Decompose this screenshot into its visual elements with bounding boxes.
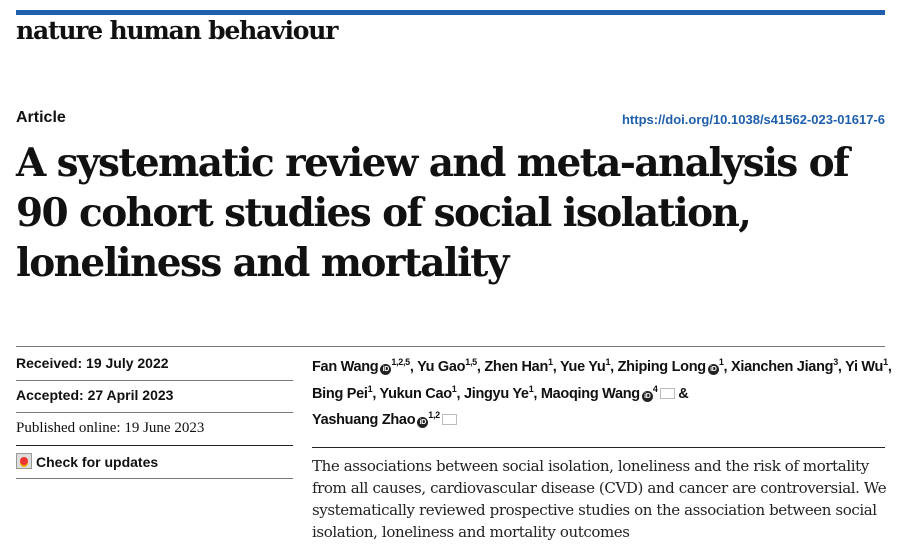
affiliation-number: 1 xyxy=(367,383,373,394)
journal-logo: nature human behaviour xyxy=(16,16,338,45)
affiliation-number: 1 xyxy=(883,357,888,367)
affiliation-number: 1,5 xyxy=(465,357,477,367)
author-name: Yukun Cao xyxy=(379,385,453,402)
affiliation-number: 1,2,5 xyxy=(391,357,410,367)
author-name: Yi Wu xyxy=(845,358,884,375)
affiliation-number: 1 xyxy=(528,383,534,394)
affiliation-number: 1 xyxy=(718,357,724,367)
orcid-icon[interactable]: iD xyxy=(380,363,392,375)
author-name: Yashuang Zhao xyxy=(312,412,416,429)
author-name: Xianchen Jiang xyxy=(731,358,834,375)
author-name: Yue Yu xyxy=(559,358,606,375)
author[interactable]: Fan Wang iD1,2,5 xyxy=(312,357,410,375)
author-list: Fan Wang iD1,2,5, Yu Gao1,5, Zhen Han1, Y… xyxy=(312,357,892,429)
author[interactable]: Zhiping Long iD1 xyxy=(617,357,724,375)
affiliation-number: 1 xyxy=(451,383,457,394)
author-name: Jingyu Ye xyxy=(463,385,529,402)
orcid-icon[interactable]: iD xyxy=(641,390,653,402)
divider xyxy=(16,445,293,446)
author[interactable]: Yi Wu1 xyxy=(845,357,888,375)
check-for-updates-button[interactable]: Check for updates xyxy=(16,453,158,470)
abstract: The associations between social isolatio… xyxy=(312,457,887,541)
author[interactable]: Jingyu Ye1 xyxy=(463,383,534,402)
author[interactable]: Yue Yu1 xyxy=(559,357,611,375)
author-name: Bing Pei xyxy=(312,385,368,402)
orcid-icon[interactable]: iD xyxy=(707,363,719,375)
author[interactable]: Yukun Cao1 xyxy=(379,383,457,402)
affiliation-number: 1 xyxy=(605,357,611,367)
doi-link[interactable]: https://doi.org/10.1038/s41562-023-01617… xyxy=(621,112,885,127)
check-updates-icon xyxy=(16,453,32,469)
affiliation-number: 1 xyxy=(548,357,553,367)
divider xyxy=(16,346,885,347)
author-name: Fan Wang xyxy=(312,358,379,375)
author-name: Zhiping Long xyxy=(617,358,707,375)
author[interactable]: Yu Gao1,5 xyxy=(417,357,477,375)
orcid-icon[interactable]: iD xyxy=(417,417,429,429)
author[interactable]: Maoqing Wang iD4 xyxy=(540,383,675,402)
author[interactable]: Bing Pei1 xyxy=(312,383,373,402)
affiliation-number: 3 xyxy=(833,357,838,367)
author-name: Yu Gao xyxy=(417,358,466,375)
author[interactable]: Xianchen Jiang3 xyxy=(731,357,838,375)
journal-top-bar xyxy=(16,10,885,15)
divider xyxy=(16,380,293,381)
accepted-date: Accepted: 27 April 2023 xyxy=(16,387,174,403)
published-date: Published online: 19 June 2023 xyxy=(16,420,205,436)
author-name: Maoqing Wang xyxy=(540,385,640,402)
mail-icon[interactable] xyxy=(441,414,457,426)
article-title: A systematic review and meta-analysis of… xyxy=(16,140,850,286)
check-updates-label: Check for updates xyxy=(36,454,159,470)
article-type: Article xyxy=(16,109,66,126)
author[interactable]: Zhen Han1 xyxy=(484,357,553,375)
received-date: Received: 19 July 2022 xyxy=(16,355,169,371)
affiliation-number: 4 xyxy=(652,383,658,394)
affiliation-number: 1,2 xyxy=(428,410,440,421)
author[interactable]: Yashuang Zhao iD1,2 xyxy=(312,410,457,429)
divider xyxy=(16,412,293,413)
mail-icon[interactable] xyxy=(659,387,675,399)
divider xyxy=(312,447,885,448)
divider xyxy=(16,478,293,479)
author-name: Zhen Han xyxy=(484,358,549,375)
